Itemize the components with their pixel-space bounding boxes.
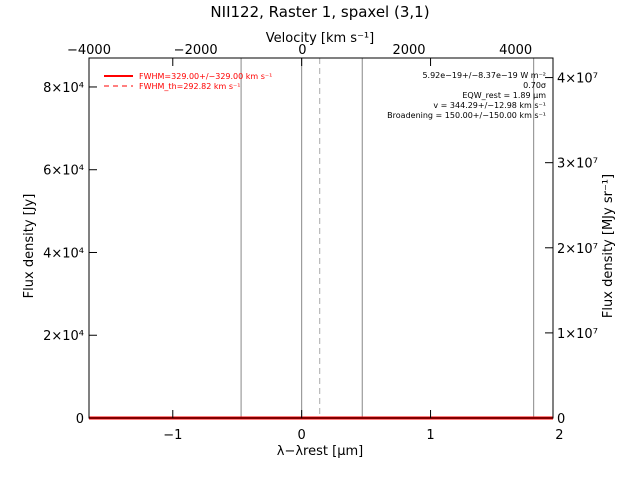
top-axis-label: Velocity [km s⁻¹] (266, 31, 374, 46)
y-left-tick-label: 4×10⁴ (43, 246, 84, 261)
vertical-markers (240, 58, 535, 418)
top-tick-label: 2000 (392, 43, 425, 58)
y-left-tick-label: 0 (76, 412, 84, 427)
plot-frame (88, 57, 554, 419)
annotation-line: 0.70σ (523, 81, 546, 90)
annotation-line: Broadening = 150.00+/−150.00 km s⁻¹ (387, 111, 546, 120)
x-tick-label: 0 (298, 428, 306, 443)
annotation-line: v = 344.29+/−12.98 km s⁻¹ (433, 101, 546, 110)
top-tick-label: −4000 (67, 43, 111, 58)
y-right-tick-label: 3×10⁷ (557, 157, 598, 172)
legend: FWHM=329.00+/−329.00 km s⁻¹FWHM_th=292.8… (104, 72, 272, 91)
top-tick-label: 4000 (499, 43, 532, 58)
y-axis-label-right: Flux density [MJy sr⁻¹] (601, 174, 616, 318)
y-right-tick-label: 1×10⁷ (557, 327, 598, 342)
axis-ticks: −1 0 1 2 −4000 −2000 0 2000 4000 0 2×10⁴ 4×10⁴ 6×10⁴… (43, 43, 598, 443)
top-tick-label: 0 (298, 43, 306, 58)
y-axis-label-left: Flux density [Jy] (22, 194, 37, 299)
x-axis-label: λ−λrest [µm] (277, 444, 363, 459)
legend-label: FWHM_th=292.82 km s⁻¹ (139, 82, 240, 91)
y-right-tick-label: 4×10⁷ (557, 72, 598, 87)
y-left-tick-label: 8×10⁴ (43, 81, 84, 96)
annotation-line: EQW_rest = 1.89 µm (462, 91, 546, 100)
legend-label: FWHM=329.00+/−329.00 km s⁻¹ (139, 72, 272, 81)
y-right-tick-label: 0 (557, 412, 565, 427)
x-tick-label: −1 (163, 428, 182, 443)
top-tick-label: −2000 (174, 43, 218, 58)
chart-title: NII122, Raster 1, spaxel (3,1) (210, 3, 429, 21)
x-tick-label: 2 (555, 428, 563, 443)
y-left-tick-label: 2×10⁴ (43, 329, 84, 344)
y-right-tick-label: 2×10⁷ (557, 242, 598, 257)
x-tick-label: 1 (426, 428, 434, 443)
y-left-tick-label: 6×10⁴ (43, 164, 84, 179)
annotation-line: 5.92e−19+/−8.37e−19 W m⁻² (422, 71, 546, 80)
